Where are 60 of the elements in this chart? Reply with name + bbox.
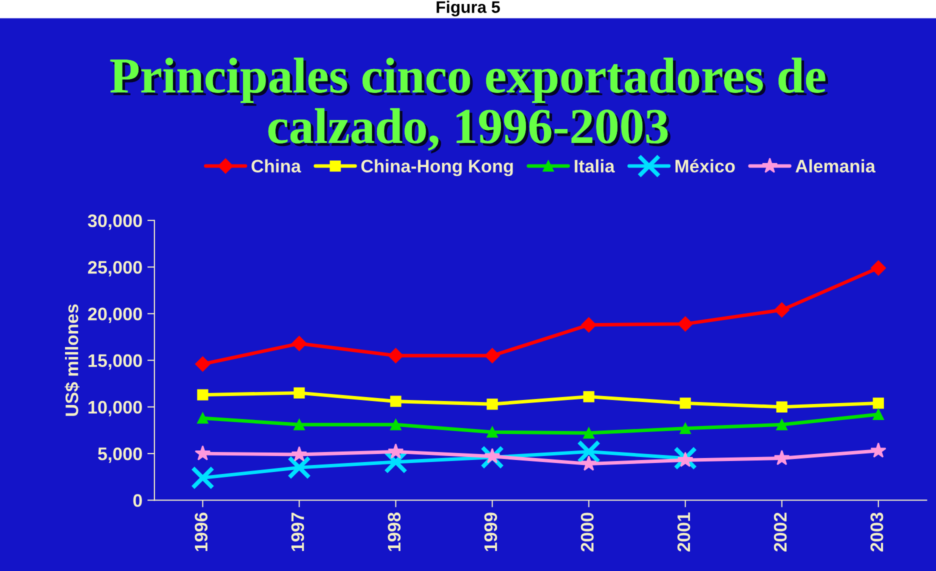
x-tick-label: 2000 (580, 512, 594, 552)
point (390, 396, 402, 407)
point (195, 356, 210, 372)
point (680, 398, 691, 409)
legend-label: México (676, 159, 735, 173)
point (674, 446, 698, 470)
point (678, 316, 693, 332)
y-tick-label: 30,000 (88, 214, 142, 230)
point (870, 260, 886, 276)
point (872, 408, 884, 420)
legend-label: China-Hong Kong (361, 159, 513, 176)
point (486, 426, 498, 438)
y-tick-label: 0 (133, 494, 142, 507)
point (581, 317, 596, 332)
point (774, 302, 790, 318)
point (580, 455, 597, 471)
point (197, 389, 208, 400)
x-tick-label: 1998 (388, 512, 401, 552)
x-tick-label: 1999 (484, 512, 498, 552)
x-tick-label: 2001 (677, 512, 690, 552)
y-tick-label: 20,000 (88, 308, 142, 324)
x-tick-label: 1997 (291, 512, 304, 552)
point (292, 336, 307, 352)
y-tick-label: 10,000 (88, 400, 142, 416)
legend-label: Italia (574, 159, 615, 173)
legend-label: Alemania (796, 159, 876, 173)
point (194, 445, 211, 460)
point (480, 445, 504, 470)
point (190, 466, 215, 490)
y-tick-label: 5,000 (98, 448, 142, 463)
point (390, 419, 402, 430)
y-tick-label: 25,000 (88, 260, 142, 276)
chart-title: Principales cinco exportadores de calzado, 1996-2003 (110, 58, 828, 154)
point (294, 419, 305, 430)
point (291, 446, 308, 462)
y-axis-title: US$ millones (64, 304, 80, 416)
point (776, 401, 788, 412)
point (287, 456, 312, 480)
point (388, 348, 404, 364)
point (680, 422, 691, 434)
point (870, 442, 886, 458)
point (484, 448, 500, 464)
legend-label: China (252, 159, 302, 173)
point (776, 419, 788, 430)
point (484, 348, 500, 364)
point (872, 398, 884, 409)
x-tick-label: 2002 (774, 512, 787, 552)
text: Figura 5 (436, 0, 500, 16)
point (583, 391, 594, 402)
point (677, 452, 694, 467)
x-tick-label: 1996 (194, 512, 208, 552)
y-tick-label: 15,000 (88, 354, 142, 370)
point (197, 412, 208, 424)
x-tick-label: 2003 (870, 512, 884, 552)
point (583, 427, 594, 439)
point (294, 387, 305, 398)
point (576, 440, 601, 464)
point (486, 398, 498, 410)
point (388, 443, 404, 459)
point (774, 450, 790, 466)
